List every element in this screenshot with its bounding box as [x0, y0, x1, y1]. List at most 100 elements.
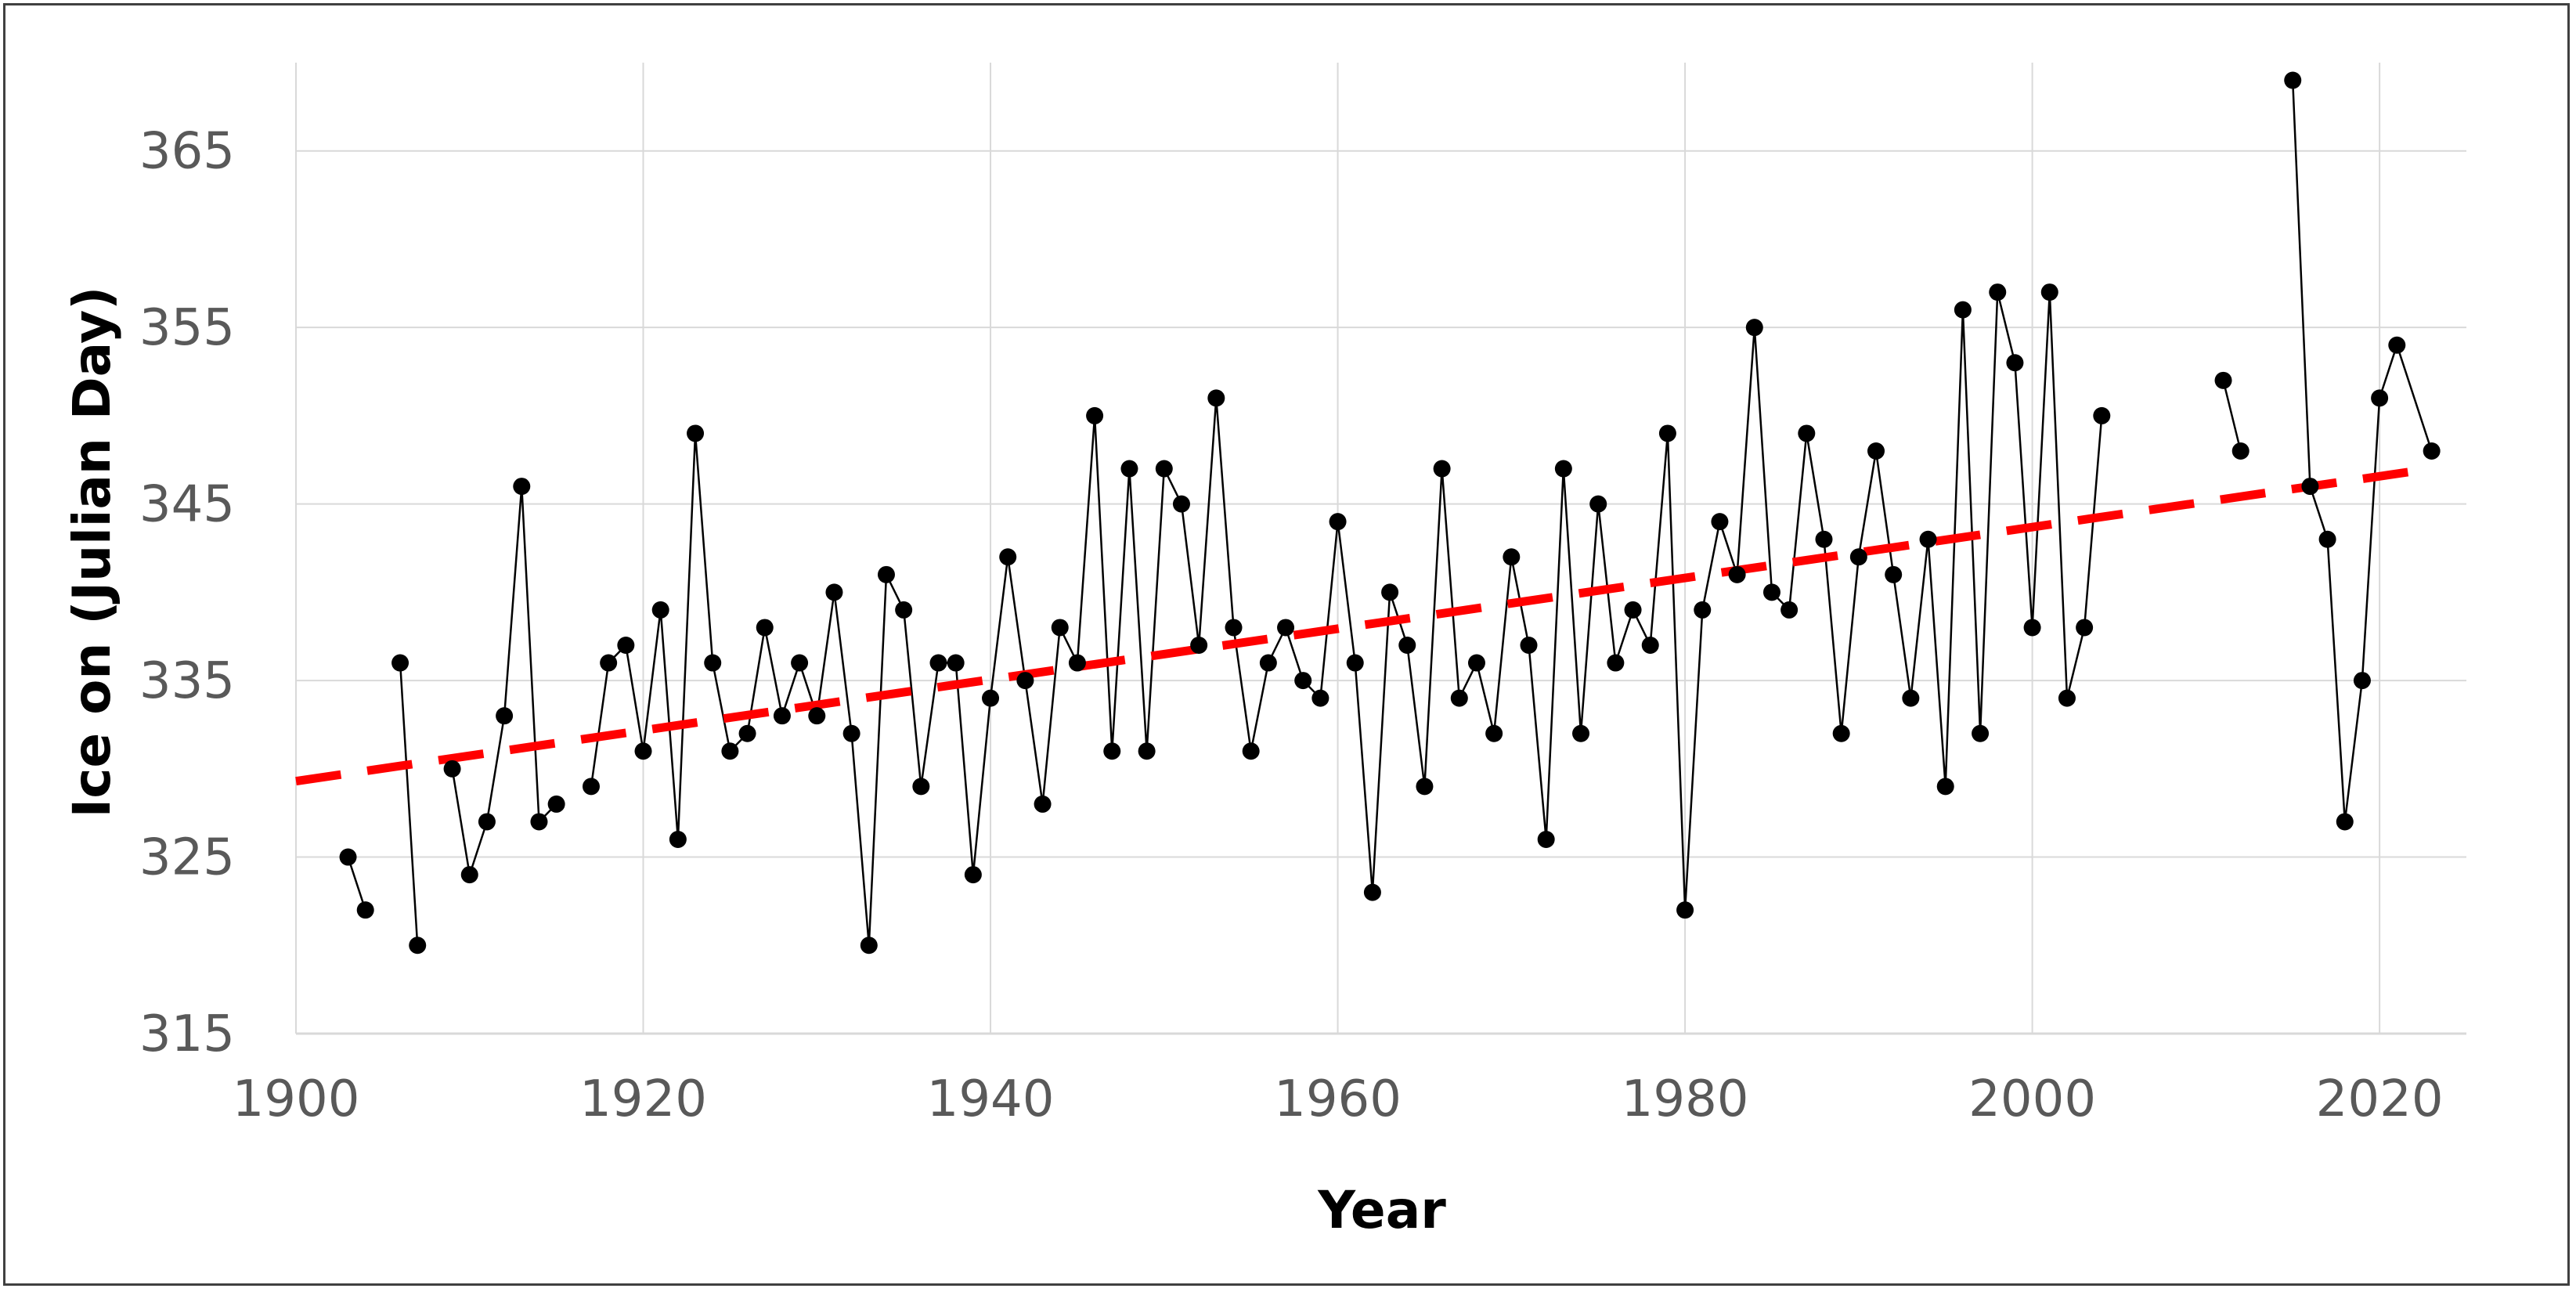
- data-point: [2076, 619, 2094, 637]
- x-tick-label: 1900: [233, 1070, 360, 1128]
- data-point: [1902, 689, 1920, 707]
- data-point: [409, 937, 427, 955]
- data-point: [999, 548, 1017, 566]
- data-point: [1346, 654, 1364, 672]
- data-point: [2318, 530, 2336, 548]
- data-point: [496, 707, 514, 725]
- data-point: [1259, 654, 1277, 672]
- marker-layer: [339, 71, 2441, 955]
- y-tick-label: 325: [139, 829, 235, 887]
- data-point: [2423, 442, 2441, 460]
- data-point: [1954, 301, 1972, 319]
- data-point: [860, 937, 878, 955]
- data-point: [1919, 530, 1937, 548]
- y-tick-label: 355: [139, 299, 235, 357]
- data-point: [1467, 654, 1485, 672]
- data-point: [339, 848, 357, 866]
- data-point: [1572, 724, 1590, 742]
- data-point: [582, 778, 600, 796]
- y-tick-label: 365: [139, 123, 235, 181]
- data-point: [1885, 565, 1903, 583]
- data-point: [1485, 724, 1503, 742]
- x-tick-label: 1940: [927, 1070, 1055, 1128]
- data-point: [2388, 336, 2406, 354]
- data-point: [1034, 795, 1052, 813]
- data-point: [808, 707, 826, 725]
- data-point: [1416, 778, 1434, 796]
- x-tick-label: 2000: [1968, 1070, 2096, 1128]
- data-point: [1711, 513, 1729, 531]
- data-point: [825, 583, 843, 601]
- data-point: [687, 424, 705, 442]
- data-point: [1798, 424, 1816, 442]
- data-point: [460, 866, 478, 884]
- data-point: [912, 778, 930, 796]
- data-point: [478, 813, 496, 831]
- data-point: [1989, 283, 2007, 301]
- data-point: [964, 866, 982, 884]
- series-line-segment: [2222, 380, 2242, 452]
- data-point: [1936, 778, 1954, 796]
- data-point: [1832, 724, 1850, 742]
- data-point: [2058, 689, 2076, 707]
- data-point: [791, 654, 809, 672]
- data-point: [1120, 460, 1138, 478]
- series-line-segment: [347, 857, 366, 911]
- data-point: [738, 724, 756, 742]
- data-point: [2214, 371, 2232, 389]
- data-point: [1138, 742, 1156, 760]
- data-point: [1277, 619, 1295, 637]
- data-point: [1641, 637, 1659, 654]
- data-point: [1607, 654, 1625, 672]
- data-point: [1051, 619, 1069, 637]
- data-point: [842, 724, 860, 742]
- y-tick-label: 335: [139, 652, 235, 710]
- data-point: [1225, 619, 1243, 637]
- series-line-segment: [590, 291, 2103, 946]
- data-point: [756, 619, 774, 637]
- data-point: [530, 813, 548, 831]
- chart-frame: [3, 3, 2570, 1286]
- series-line-segment: [2291, 80, 2433, 822]
- data-point: [1207, 389, 1225, 407]
- series-line-segment: [399, 662, 419, 946]
- data-point: [704, 654, 722, 672]
- data-point: [1589, 495, 1607, 513]
- data-point: [2301, 478, 2319, 496]
- data-point: [2336, 813, 2354, 831]
- data-point: [1503, 548, 1521, 566]
- data-point: [2093, 406, 2111, 424]
- data-point: [1745, 319, 1763, 337]
- data-point: [669, 831, 687, 848]
- data-point: [1398, 637, 1416, 654]
- data-point: [1762, 583, 1780, 601]
- data-point: [1311, 689, 1329, 707]
- data-point: [1537, 831, 1555, 848]
- data-point: [2371, 389, 2389, 407]
- data-point: [929, 654, 947, 672]
- data-point: [1433, 460, 1451, 478]
- data-point: [721, 742, 739, 760]
- data-point: [391, 654, 409, 672]
- trend-layer: [295, 464, 2433, 786]
- data-point: [1972, 724, 1990, 742]
- data-point: [1624, 601, 1642, 619]
- data-point: [1294, 672, 1312, 690]
- y-tick-label: 345: [139, 476, 235, 534]
- data-point: [895, 601, 913, 619]
- data-point: [1103, 742, 1121, 760]
- x-tick-label: 1920: [579, 1070, 707, 1128]
- data-point: [982, 689, 1000, 707]
- data-point: [1381, 583, 1399, 601]
- data-point: [1190, 637, 1208, 654]
- data-point: [617, 637, 635, 654]
- data-point: [1554, 460, 1572, 478]
- data-point: [1068, 654, 1086, 672]
- data-point: [634, 742, 652, 760]
- data-point: [1016, 672, 1034, 690]
- grid-layer: [295, 63, 2466, 1034]
- data-point: [600, 654, 618, 672]
- data-point: [2231, 442, 2249, 460]
- data-point: [1086, 406, 1104, 424]
- data-point: [1867, 442, 1885, 460]
